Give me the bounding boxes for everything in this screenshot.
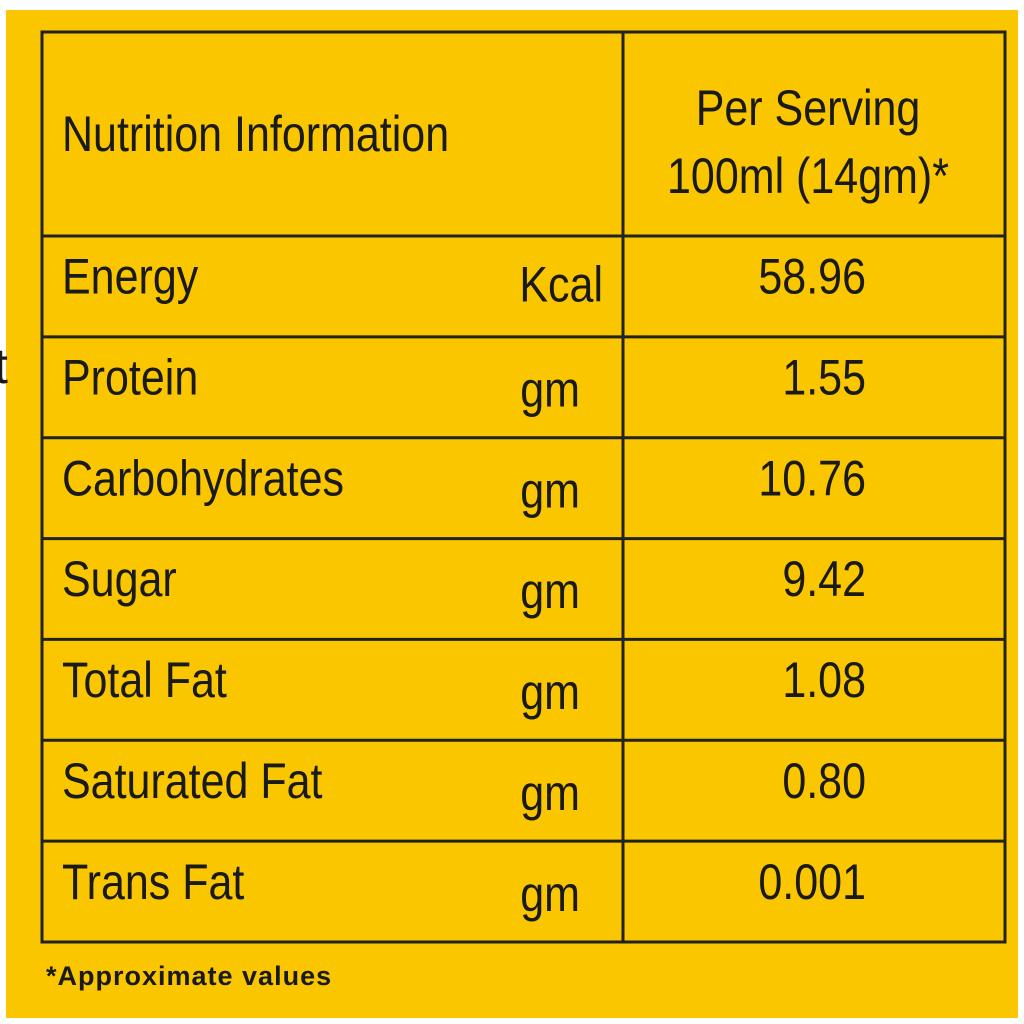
nutrient-unit: Kcal (519, 257, 603, 313)
nutrient-name: Carbohydrates (62, 450, 344, 506)
nutrient-value: 1.55 (782, 349, 866, 405)
nutrient-unit: gm (520, 462, 580, 518)
label-background (6, 10, 1018, 1018)
nutrient-name: Total Fat (62, 652, 227, 708)
nutrient-unit: gm (520, 563, 580, 619)
nutrient-value: 0.001 (758, 854, 866, 910)
nutrient-name: Sugar (62, 551, 177, 607)
serving-size: 100ml (14gm)* (667, 148, 949, 204)
footnote: *Approximate values (46, 961, 332, 991)
nutrient-name: Energy (62, 249, 199, 305)
nutrient-value: 58.96 (758, 249, 866, 305)
nutrient-unit: gm (520, 664, 580, 720)
serving-header: Per Serving (696, 80, 921, 136)
nutrient-unit: gm (520, 866, 580, 922)
table-title: Nutrition Information (62, 106, 449, 162)
table-border (40, 30, 1007, 944)
nutrient-value: 1.08 (782, 652, 866, 708)
edge-fragment: t (0, 338, 8, 394)
nutrient-value: 0.80 (782, 753, 866, 809)
nutrient-name: Trans Fat (62, 854, 244, 910)
nutrient-value: 9.42 (782, 551, 866, 607)
nutrient-name: Protein (62, 349, 198, 405)
nutrient-value: 10.76 (758, 450, 866, 506)
nutrient-unit: gm (520, 361, 580, 417)
nutrient-unit: gm (520, 765, 580, 821)
nutrient-name: Saturated Fat (62, 753, 323, 809)
